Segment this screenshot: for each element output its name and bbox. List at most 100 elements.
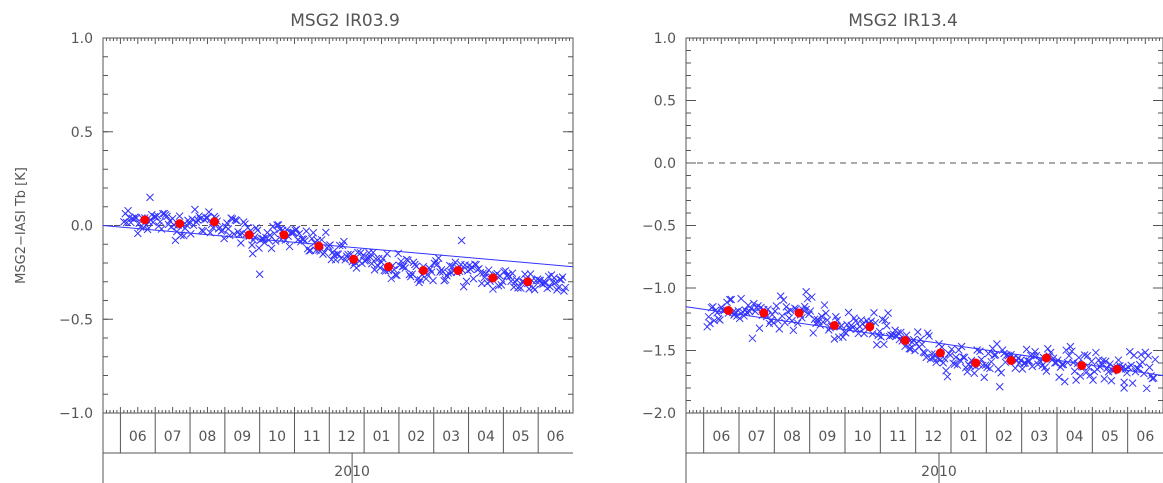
daily-point [353, 248, 362, 257]
daily-point [204, 208, 213, 216]
daily-point [422, 274, 430, 283]
daily-point [771, 307, 779, 315]
daily-point [248, 241, 256, 249]
daily-point [530, 285, 539, 294]
daily-point [1092, 348, 1100, 357]
daily-point [370, 266, 379, 274]
daily-point [321, 228, 330, 237]
daily-point [232, 216, 241, 225]
daily-point [512, 275, 521, 284]
daily-point [409, 258, 418, 267]
daily-point [1076, 372, 1085, 380]
daily-point [980, 373, 989, 382]
daily-point [737, 294, 745, 303]
monthly-mean-point [488, 273, 498, 283]
daily-point [984, 349, 993, 358]
daily-point [260, 238, 269, 247]
month-label: 06 [712, 429, 730, 445]
chart-title: MSG2 IR13.4 [848, 11, 958, 31]
daily-point [947, 345, 956, 354]
daily-point [372, 254, 380, 263]
monthly-mean-point [523, 277, 533, 287]
y-tick-label: −0.5 [59, 312, 93, 328]
daily-point [925, 332, 933, 340]
daily-point [1086, 371, 1095, 379]
daily-point [544, 272, 553, 281]
daily-point [973, 346, 982, 354]
month-label: 11 [889, 429, 907, 445]
daily-point [1120, 378, 1128, 387]
daily-point [305, 247, 313, 255]
daily-point [997, 368, 1006, 377]
monthly-mean-point [140, 215, 150, 225]
daily-point [554, 283, 563, 292]
daily-point [501, 266, 510, 275]
daily-point [1025, 357, 1034, 366]
daily-point [793, 319, 802, 328]
daily-point [905, 344, 914, 353]
y-tick-label: 1.0 [71, 31, 93, 47]
year-label: 2010 [334, 464, 370, 480]
daily-point [1058, 360, 1066, 369]
daily-point [394, 249, 403, 258]
daily-point [401, 264, 410, 272]
daily-point [1101, 357, 1110, 366]
daily-point [802, 287, 810, 296]
month-label: 12 [924, 429, 942, 445]
daily-point [776, 292, 785, 300]
monthly-mean-point [175, 219, 185, 229]
daily-point [434, 254, 443, 262]
monthly-mean-point [723, 306, 733, 315]
daily-point [320, 248, 329, 257]
daily-point [991, 351, 1000, 359]
daily-point [994, 365, 1003, 373]
month-label: 10 [268, 429, 286, 445]
monthly-mean-point [244, 230, 254, 240]
daily-point [1144, 351, 1153, 360]
daily-point [526, 270, 535, 278]
monthly-mean-point [971, 358, 981, 368]
daily-point [1128, 379, 1137, 387]
daily-point [383, 249, 391, 258]
chart-panel-2: MSG2 IR13.4 1.0 0.5 0.0 −0.5 −1.0 −1.5 −2.0 06 07… [642, 11, 1163, 483]
daily-point [186, 230, 195, 238]
daily-point [860, 329, 868, 338]
daily-point [391, 271, 400, 279]
daily-point [1120, 384, 1128, 392]
daily-point [1066, 342, 1075, 351]
daily-point [124, 206, 132, 215]
daily-point [479, 269, 488, 278]
month-label: 09 [233, 429, 251, 445]
daily-point [1055, 373, 1063, 382]
daily-point [987, 357, 996, 366]
daily-point [553, 286, 561, 294]
daily-point [942, 366, 950, 375]
daily-point [1140, 369, 1148, 378]
daily-point [285, 242, 294, 251]
daily-point [884, 309, 892, 317]
daily-point [302, 227, 311, 236]
daily-point [309, 228, 318, 237]
daily-point [287, 228, 295, 237]
daily-point [557, 275, 566, 284]
daily-point [558, 273, 567, 282]
daily-point [1075, 353, 1083, 362]
daily-point [978, 361, 987, 370]
daily-point [740, 312, 748, 320]
daily-point [404, 256, 412, 265]
month-label: 04 [477, 429, 495, 445]
daily-point [946, 351, 955, 360]
daily-point [870, 308, 878, 317]
daily-point [206, 228, 215, 237]
daily-point [981, 361, 990, 370]
month-label: 07 [164, 429, 182, 445]
daily-point [854, 329, 863, 338]
month-label: 03 [442, 429, 460, 445]
daily-point [913, 328, 922, 336]
daily-point [1080, 351, 1089, 359]
daily-point [1059, 360, 1068, 369]
daily-point [727, 295, 736, 304]
daily-point [830, 335, 839, 343]
daily-point [270, 229, 279, 238]
daily-point [252, 224, 261, 232]
